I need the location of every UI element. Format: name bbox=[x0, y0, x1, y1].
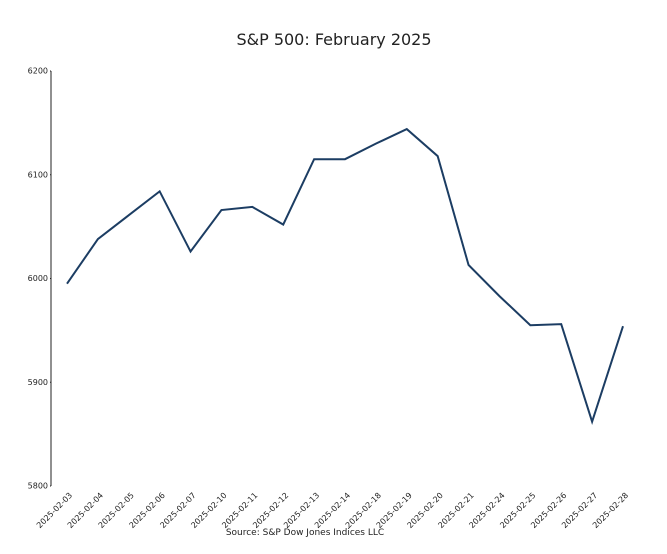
chart-title: S&P 500: February 2025 bbox=[236, 30, 431, 49]
y-tick-label: 6200 bbox=[28, 67, 48, 76]
y-tick-label: 6000 bbox=[28, 274, 48, 283]
y-tick-label: 5900 bbox=[28, 378, 48, 387]
line-series bbox=[66, 127, 624, 425]
source-note: Source: S&P Dow Jones Indices LLC bbox=[226, 528, 384, 538]
y-tick-label: 5800 bbox=[28, 482, 48, 491]
y-tick-label: 6100 bbox=[28, 170, 48, 179]
